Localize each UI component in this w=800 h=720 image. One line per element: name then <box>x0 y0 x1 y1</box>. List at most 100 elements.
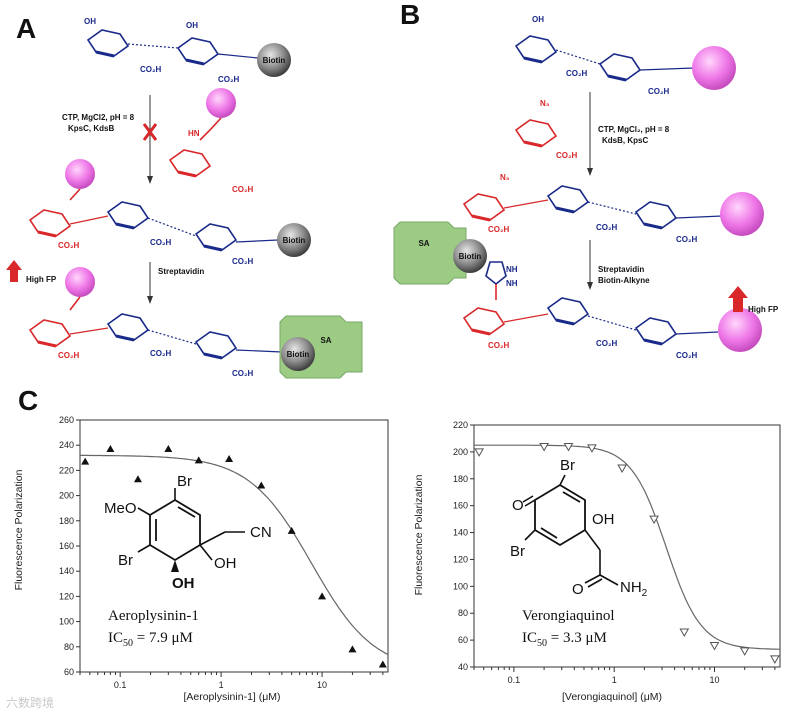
ic50-subscript: 50 <box>123 638 133 649</box>
molecule-atom-label: Br <box>510 543 525 560</box>
fluorophore-bead <box>718 308 762 352</box>
y-tick-label: 260 <box>59 415 74 425</box>
y-tick-label: 200 <box>59 491 74 501</box>
y-tick-label: 60 <box>458 635 468 645</box>
co2h-label: CO₂H <box>596 339 618 348</box>
compound-name: Verongiaquinol <box>522 608 614 624</box>
plot-frame <box>79 419 389 673</box>
chart-verongiaquinol: 40 60 80 100 120 140 160 180 200 220 0.1 1 10 Fluor… <box>413 420 781 703</box>
up-arrow-icon <box>728 286 748 312</box>
co2h-label: CO₂H <box>676 235 698 244</box>
data-point <box>679 628 690 638</box>
molecule-atom-label: NH2 <box>620 579 648 599</box>
panel-b-trisaccharide-mid: N₃ CO₂H CO₂H CO₂H <box>462 173 723 244</box>
data-point <box>770 655 780 664</box>
biotin-label: Biotin <box>287 350 310 359</box>
aeroplysinin-structure: Br MeO Br CN OH OH <box>104 473 272 592</box>
panel-c-letter: C <box>18 385 38 416</box>
data-point <box>106 444 115 452</box>
biotin-bead <box>453 239 487 273</box>
watermark-text: 六数跨境 <box>6 696 55 710</box>
biotin-bead <box>257 43 291 77</box>
biotin-alkyne-label: Biotin-Alkyne <box>598 276 650 285</box>
panel-b-disaccharide-top: CO₂H CO₂H OH <box>514 15 695 96</box>
y-tick-label: 120 <box>453 554 468 564</box>
sa-label: SA <box>418 239 429 248</box>
data-point <box>81 457 90 465</box>
biotin-bead <box>277 223 311 257</box>
panel-b-azido-donor: N₃ CO₂H <box>514 99 578 160</box>
y-tick-label: 80 <box>458 608 468 618</box>
x-axis-label: [Aeroplysinin-1] (μM) <box>183 691 280 703</box>
sa-label: SA <box>320 336 331 345</box>
oh-label: OH <box>186 21 198 30</box>
y-tick-label: 240 <box>59 440 74 450</box>
panel-a-trisaccharide-bottom: CO₂H CO₂H CO₂H <box>28 296 283 378</box>
data-point <box>348 645 357 653</box>
co2h-label: CO₂H <box>232 257 254 266</box>
high-fp-label: High FP <box>748 305 779 314</box>
data-point <box>539 443 549 452</box>
reaction-conditions-line2: KpsC, KdsB <box>68 124 114 133</box>
ic50-value: IC50 = 7.9 μM <box>108 630 193 649</box>
molecule-atom-label: OH <box>592 511 615 528</box>
co2h-label: CO₂H <box>58 241 80 250</box>
streptavidin-label: Streptavidin <box>158 267 204 276</box>
y-tick-label: 220 <box>59 465 74 475</box>
y-tick-label: 180 <box>59 516 74 526</box>
molecule-atom-label: OH <box>172 575 195 592</box>
y-tick-label: 60 <box>64 667 74 677</box>
plot-frame <box>473 424 781 668</box>
panel-b: B CO₂H CO₂H OH N₃ CO₂H CTP, MgCl₂, pH = … <box>393 0 779 360</box>
co2h-label: CO₂H <box>566 69 588 78</box>
data-point <box>133 475 142 483</box>
panel-a-red-donor: HN CO₂H <box>168 117 254 194</box>
x-axis: 0.1 1 10 <box>473 667 776 685</box>
y-tick-label: 220 <box>453 420 468 430</box>
ic50-number: = 7.9 μM <box>133 630 193 646</box>
fit-curve <box>474 444 780 650</box>
panel-a: A CO₂H CO₂H OH OH Biotin CTP, MgCl2, pH … <box>6 13 363 379</box>
y-tick-label: 100 <box>453 581 468 591</box>
biotin-label: Biotin <box>283 236 306 245</box>
x-tick-label: 10 <box>317 680 327 690</box>
molecule-atom-label: O <box>572 581 584 598</box>
y-tick-label: 160 <box>59 541 74 551</box>
y-tick-label: 160 <box>453 501 468 511</box>
x-axis-label: [Verongiaquinol] (μM) <box>562 691 662 703</box>
molecule-atom-label: Br <box>118 552 133 569</box>
n3-label: N₃ <box>540 99 550 108</box>
compound-name: Aeroplysinin-1 <box>108 608 199 624</box>
co2h-label: CO₂H <box>232 185 254 194</box>
data-point <box>474 448 484 457</box>
panel-a-letter: A <box>16 13 36 44</box>
co2h-label: CO₂H <box>488 225 510 234</box>
streptavidin-block <box>393 221 467 285</box>
reaction-conditions-line1: CTP, MgCl2, pH = 8 <box>62 113 135 122</box>
reaction-conditions-line2: KdsB, KpsC <box>602 136 648 145</box>
co2h-label: CO₂H <box>648 87 670 96</box>
x-tick-label: 10 <box>709 675 719 685</box>
y-tick-label: 180 <box>453 474 468 484</box>
co2h-label: CO₂H <box>232 369 254 378</box>
data-point <box>194 456 203 464</box>
n3-label: N₃ <box>500 173 510 182</box>
co2h-label: CO₂H <box>150 349 172 358</box>
data-point <box>164 444 173 452</box>
fluorophore-bead <box>65 159 95 189</box>
up-arrow-icon <box>6 260 22 282</box>
fit-curve <box>80 454 389 656</box>
data-point <box>378 660 387 668</box>
oh-label: OH <box>84 17 96 26</box>
biotin-label: Biotin <box>459 252 482 261</box>
y-tick-label: 200 <box>453 447 468 457</box>
reaction-conditions-line1: CTP, MgCl₂, pH = 8 <box>598 125 670 134</box>
ic50-label: IC <box>108 630 123 646</box>
y-tick-label: 140 <box>453 528 468 538</box>
nh-label: NH <box>506 265 518 274</box>
x-tick-label: 1 <box>612 675 617 685</box>
co2h-label: CO₂H <box>58 351 80 360</box>
data-point <box>257 481 266 489</box>
data-points <box>81 444 387 668</box>
